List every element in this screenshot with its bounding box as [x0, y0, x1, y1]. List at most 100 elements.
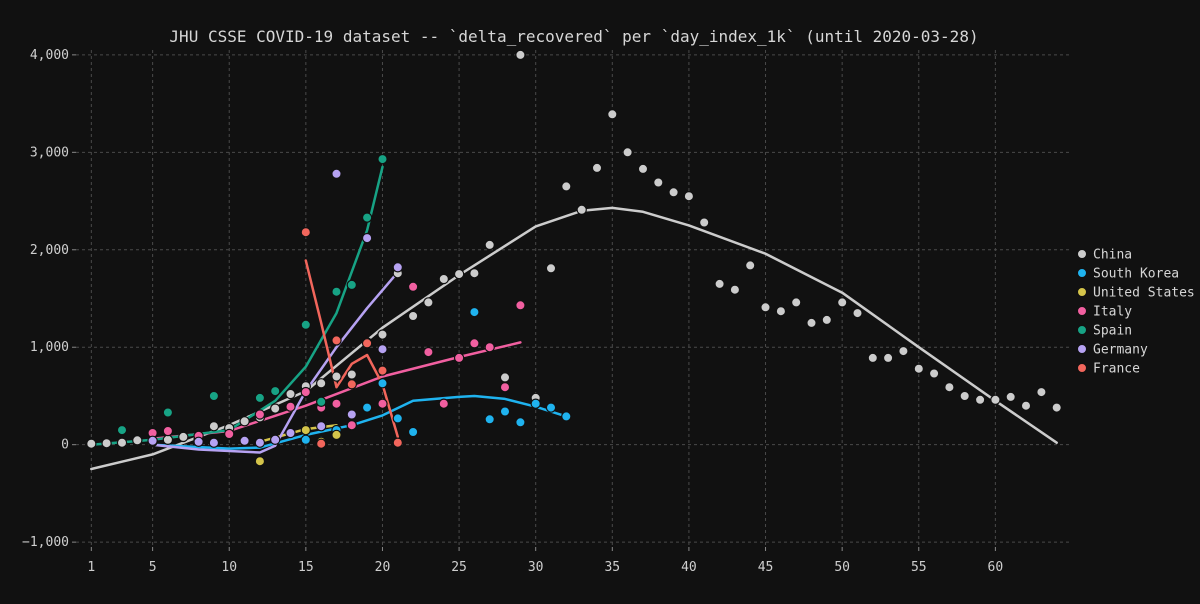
- data-point-china: [239, 416, 250, 427]
- data-point-united-states: [254, 456, 266, 467]
- data-point-spain: [208, 390, 220, 402]
- data-point-spain: [316, 396, 327, 407]
- data-point-china: [990, 394, 1001, 405]
- data-point-south-korea: [361, 402, 373, 413]
- legend-marker-germany: [1077, 344, 1087, 354]
- data-point-china: [867, 352, 879, 364]
- data-point-china: [974, 394, 986, 405]
- legend-label-south-korea: South Korea: [1093, 267, 1179, 282]
- data-point-china: [913, 363, 925, 374]
- data-point-south-korea: [515, 417, 526, 428]
- data-point-france: [331, 335, 342, 346]
- data-point-south-korea: [484, 414, 495, 425]
- x-tick-label: 20: [375, 560, 391, 575]
- data-point-china: [469, 268, 480, 279]
- data-point-china: [959, 390, 970, 402]
- data-point-germany: [270, 434, 281, 445]
- data-point-south-korea: [392, 413, 403, 424]
- data-point-italy: [223, 428, 235, 440]
- data-point-south-korea: [530, 398, 541, 409]
- data-point-china: [515, 49, 526, 61]
- x-tick-label: 30: [528, 560, 544, 575]
- x-tick-label: 55: [911, 560, 927, 575]
- data-point-china: [591, 162, 603, 174]
- data-point-china: [377, 329, 388, 340]
- data-point-china: [407, 310, 419, 322]
- legend-marker-south-korea: [1077, 268, 1087, 278]
- data-point-china: [576, 204, 587, 215]
- data-point-china: [714, 278, 725, 290]
- data-point-germany: [285, 427, 296, 439]
- data-point-china: [944, 382, 955, 393]
- data-point-china: [760, 302, 771, 313]
- y-tick-label: 3,000: [30, 145, 69, 160]
- data-point-spain: [377, 153, 388, 165]
- data-point-china: [499, 372, 511, 383]
- data-point-italy: [515, 300, 526, 311]
- data-point-italy: [484, 342, 495, 353]
- x-tick-label: 10: [221, 560, 237, 575]
- axis-layer: 1 5 10 15 20 25 30 35 40 45 50 55 60−1,00001,0002,00…: [22, 48, 1003, 575]
- x-tick-label: 60: [988, 560, 1004, 575]
- data-point-spain: [300, 319, 311, 330]
- y-tick-label: 4,000: [30, 48, 69, 63]
- data-point-france: [316, 438, 327, 449]
- data-point-china: [1036, 386, 1047, 398]
- y-tick-label: −1,000: [22, 535, 69, 550]
- legend-marker-italy: [1077, 306, 1087, 316]
- data-point-italy: [377, 398, 388, 409]
- legend-label-china: China: [1093, 248, 1132, 263]
- legend-marker-united-states: [1077, 287, 1087, 297]
- data-point-china: [622, 147, 633, 158]
- data-point-china: [86, 438, 97, 449]
- trend-line-south-korea: [151, 394, 568, 450]
- trend-layer: [90, 165, 1058, 471]
- data-point-italy: [499, 382, 511, 393]
- data-point-south-korea: [407, 426, 419, 438]
- data-point-china: [132, 435, 143, 446]
- data-point-italy: [469, 338, 480, 349]
- data-point-china: [208, 421, 220, 432]
- data-point-italy: [331, 398, 342, 409]
- data-point-italy: [346, 420, 357, 431]
- legend: China South Korea United States Italy Spain G…: [1077, 248, 1195, 377]
- point-layer: [86, 49, 1062, 467]
- x-tick-label: 25: [451, 560, 467, 575]
- data-point-south-korea: [561, 411, 572, 422]
- data-point-france: [392, 437, 403, 448]
- data-point-china: [683, 190, 695, 202]
- data-point-china: [101, 438, 112, 449]
- data-point-china: [791, 297, 802, 308]
- data-point-france: [300, 226, 311, 238]
- data-point-china: [561, 181, 572, 192]
- data-point-germany: [254, 437, 266, 448]
- data-point-china: [162, 434, 174, 445]
- data-point-spain: [331, 286, 342, 297]
- data-point-china: [270, 403, 281, 414]
- data-point-china: [928, 368, 940, 379]
- trend-line-china: [90, 206, 1058, 471]
- x-tick-label: 40: [681, 560, 697, 575]
- data-point-china: [898, 345, 909, 357]
- data-point-italy: [453, 352, 465, 364]
- data-point-germany: [239, 435, 250, 446]
- trend-line-germany: [151, 270, 400, 454]
- legend-marker-china: [1077, 249, 1087, 259]
- data-point-italy: [162, 425, 174, 437]
- data-point-china: [882, 352, 894, 364]
- data-point-china: [607, 109, 618, 120]
- data-point-france: [377, 365, 388, 376]
- data-point-south-korea: [377, 378, 388, 389]
- data-point-china: [178, 431, 189, 443]
- data-point-china: [438, 273, 449, 285]
- x-tick-label: 1: [87, 560, 95, 575]
- y-tick-label: 2,000: [30, 243, 69, 258]
- data-point-china: [545, 263, 557, 274]
- data-point-france: [346, 379, 357, 390]
- data-point-germany: [346, 409, 357, 420]
- x-tick-label: 45: [758, 560, 774, 575]
- data-point-china: [806, 317, 817, 329]
- data-point-germany: [208, 437, 220, 448]
- data-point-germany: [193, 436, 204, 447]
